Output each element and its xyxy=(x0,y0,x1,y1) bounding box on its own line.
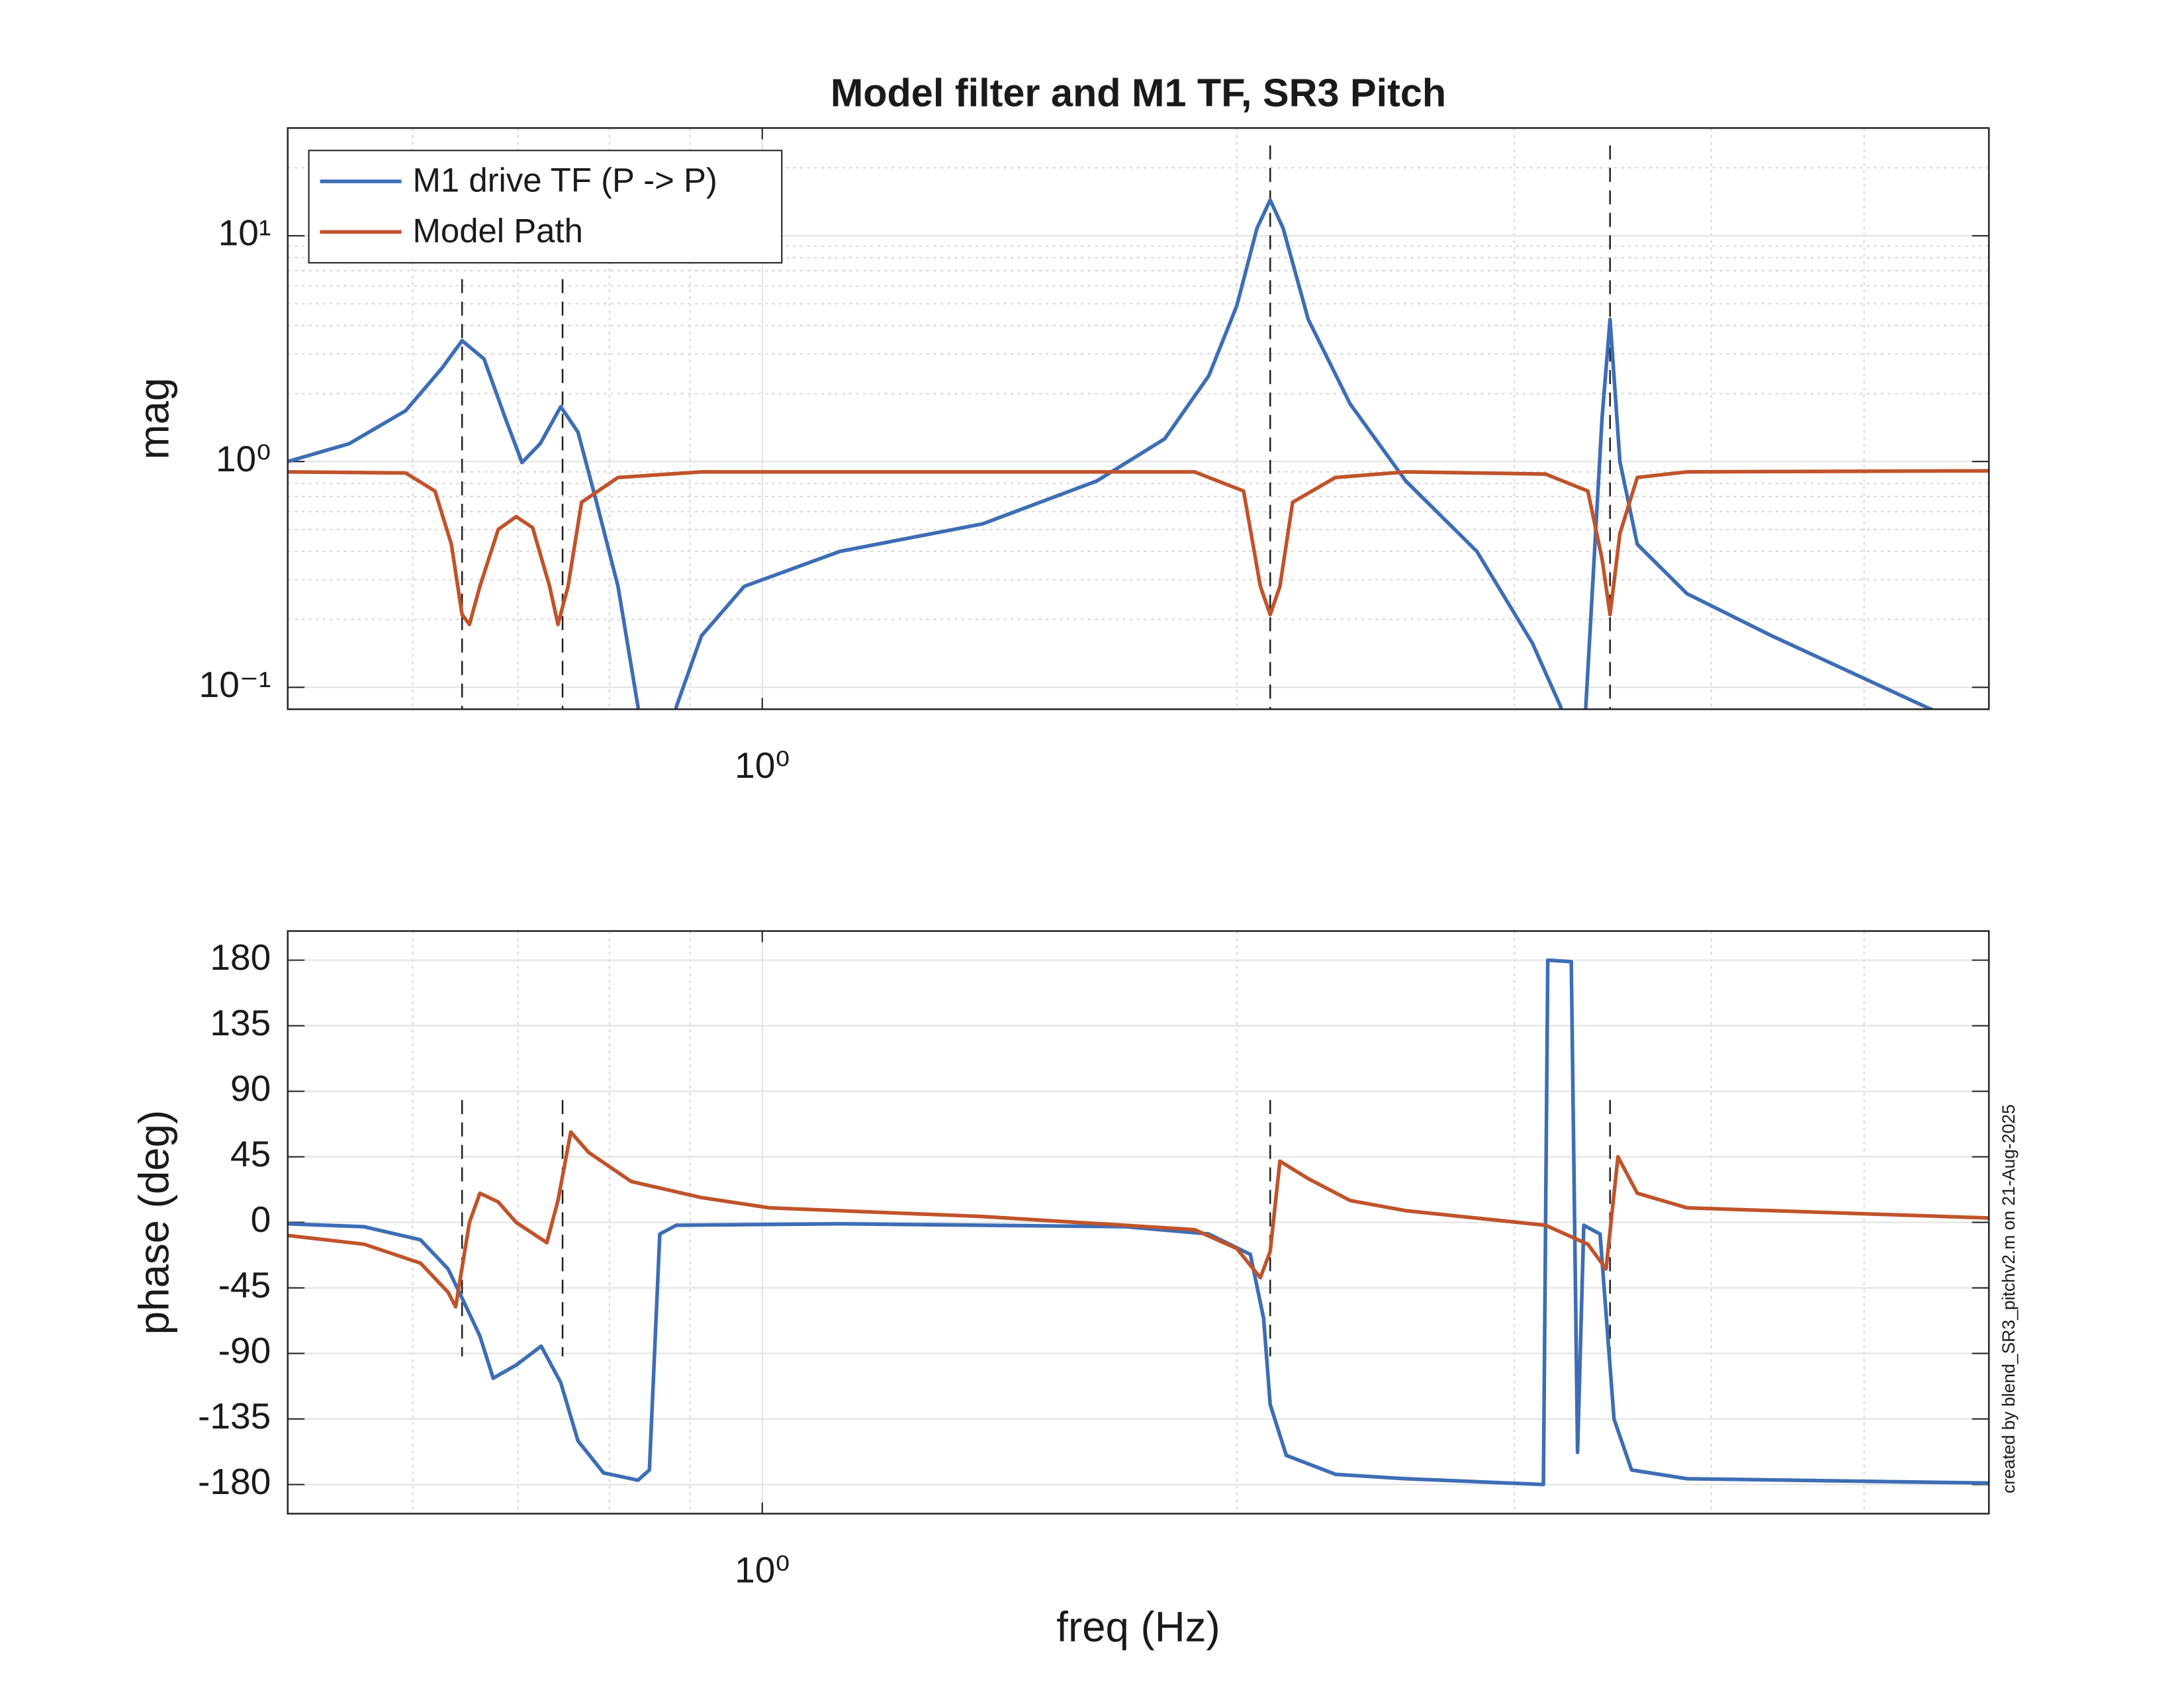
y-tick-label: -135 xyxy=(198,1395,271,1436)
legend-label: Model Path xyxy=(413,212,583,250)
y-tick-label: 10¹ xyxy=(218,212,271,254)
y-axis-label: phase (deg) xyxy=(130,1110,177,1335)
y-tick-label: 90 xyxy=(230,1068,271,1109)
x-tick-label: 10⁰ xyxy=(735,745,790,786)
y-tick-label: -45 xyxy=(218,1264,271,1305)
legend-label: M1 drive TF (P -> P) xyxy=(413,162,717,199)
legend-box xyxy=(308,150,783,264)
y-tick-label: 10⁻¹ xyxy=(199,664,271,705)
footnote: created by blend_SR3_pitchv2.m on 21-Aug… xyxy=(1999,1104,2019,1493)
series-line xyxy=(287,469,1989,627)
y-tick-label: 10⁰ xyxy=(216,438,271,479)
x-tick-label: 10⁰ xyxy=(735,1549,790,1590)
x-axis-label: freq (Hz) xyxy=(1056,1603,1220,1650)
axes-frame xyxy=(287,127,1990,710)
y-tick-label: -90 xyxy=(218,1330,271,1371)
axes-frame xyxy=(287,930,1990,1515)
y-tick-label: -180 xyxy=(198,1461,271,1502)
y-axis-label: mag xyxy=(130,378,177,460)
series-line xyxy=(287,198,1936,710)
series-line xyxy=(287,1130,1989,1309)
y-tick-label: 0 xyxy=(251,1199,271,1240)
y-tick-label: 45 xyxy=(230,1133,271,1174)
y-tick-label: 135 xyxy=(210,1002,271,1043)
y-tick-label: 180 xyxy=(210,937,271,978)
chart-title: Model filter and M1 TF, SR3 Pitch xyxy=(831,70,1446,115)
